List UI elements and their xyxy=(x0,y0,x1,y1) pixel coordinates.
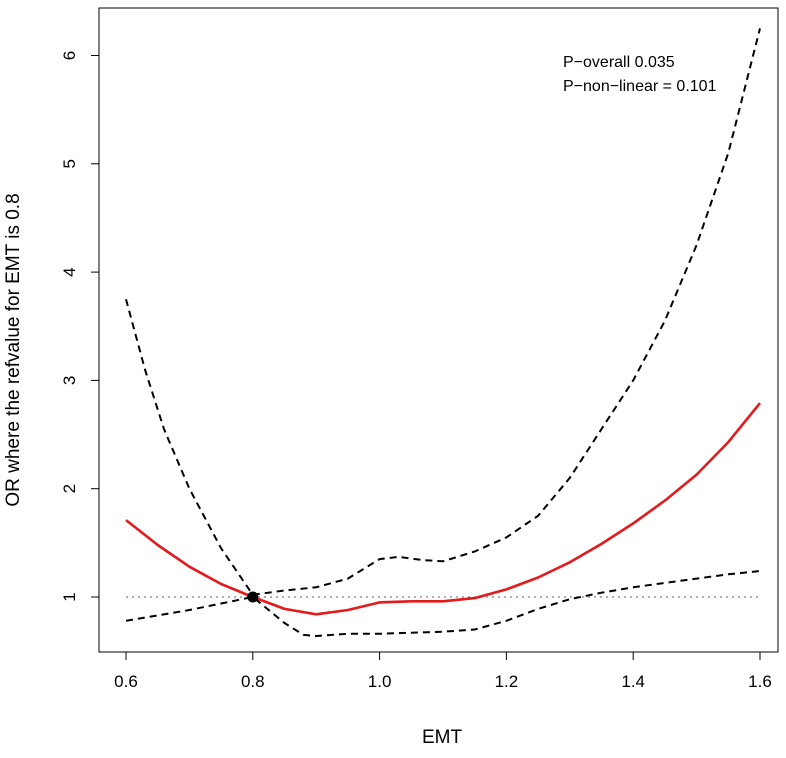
y-tick-label: 6 xyxy=(60,51,79,60)
p-overall-annotation: P−overall 0.035 xyxy=(563,54,675,71)
series-line-lower-ci xyxy=(125,570,761,637)
p-non-linear-annotation: P−non−linear = 0.101 xyxy=(563,78,717,95)
y-axis-title: OR where the refvalue for EMT is 0.8 xyxy=(3,193,24,506)
x-tick-label: 1.2 xyxy=(495,672,519,691)
y-tick-label: 1 xyxy=(60,592,79,601)
y-tick-label: 3 xyxy=(60,376,79,385)
y-tick-label: 2 xyxy=(60,484,79,493)
x-axis: 0.6 0.8 1.0 1.2 1.4 1.6 xyxy=(114,651,772,691)
x-axis-title: EMT xyxy=(422,727,463,748)
x-tick-label: 0.8 xyxy=(241,672,265,691)
x-tick-label: 1.4 xyxy=(621,672,645,691)
series-line-upper-ci xyxy=(125,28,761,596)
x-tick-label: 0.6 xyxy=(114,672,138,691)
x-tick-label: 1.6 xyxy=(748,672,772,691)
plot-area xyxy=(98,7,779,653)
y-axis: 1 2 3 4 5 6 xyxy=(60,51,100,602)
plot-frame xyxy=(98,7,779,653)
y-tick-label: 4 xyxy=(60,267,79,276)
reference-point xyxy=(247,591,259,603)
x-tick-label: 1.0 xyxy=(368,672,392,691)
series-line-estimate xyxy=(125,402,762,616)
y-tick-label: 5 xyxy=(60,159,79,168)
